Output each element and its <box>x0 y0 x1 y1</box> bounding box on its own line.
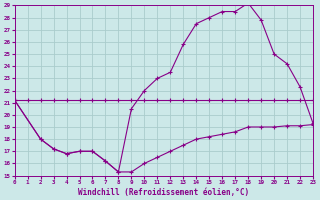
X-axis label: Windchill (Refroidissement éolien,°C): Windchill (Refroidissement éolien,°C) <box>78 188 249 197</box>
